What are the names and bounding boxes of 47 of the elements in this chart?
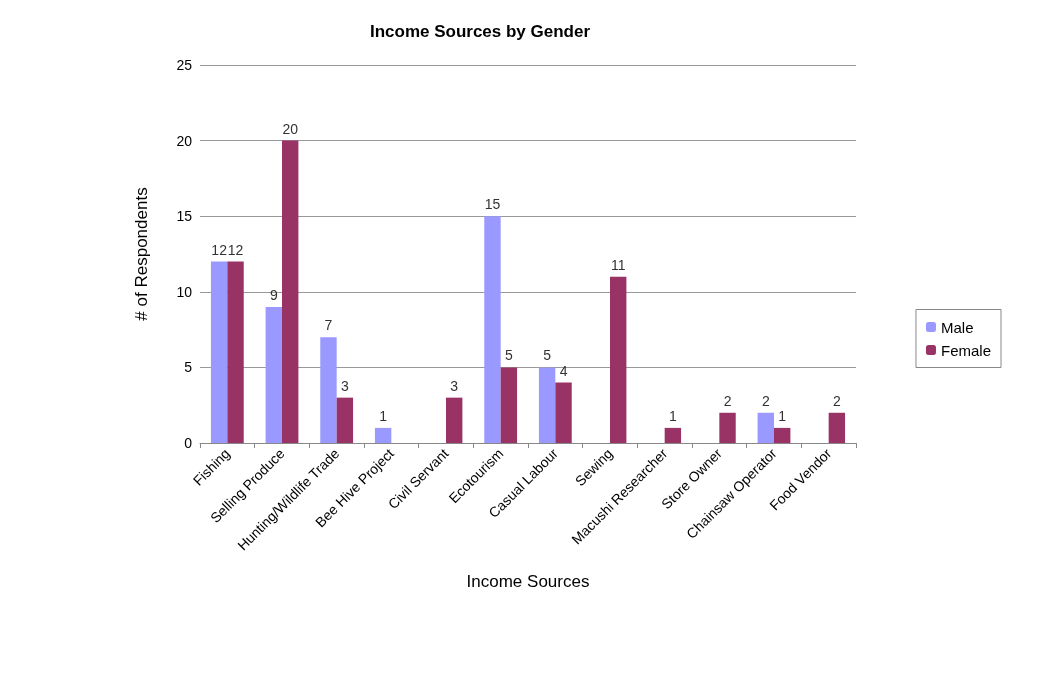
data-label: 4 bbox=[559, 362, 568, 379]
data-label: 1 bbox=[379, 407, 388, 424]
data-label: 7 bbox=[324, 317, 333, 334]
bar bbox=[664, 427, 682, 443]
chart-title: Income Sources by Gender bbox=[369, 22, 591, 41]
y-tick-label: 25 bbox=[176, 57, 193, 73]
bar bbox=[610, 276, 627, 443]
bar bbox=[500, 367, 518, 443]
bar bbox=[484, 216, 501, 443]
data-label: 1 bbox=[668, 407, 677, 424]
y-tick-label: 5 bbox=[184, 359, 193, 376]
bar bbox=[538, 367, 556, 443]
y-tick-label: 10 bbox=[176, 283, 193, 300]
data-label: 2 bbox=[723, 392, 732, 409]
legend-label: Male bbox=[940, 318, 974, 336]
bar bbox=[774, 427, 791, 443]
y-tick-label: 15 bbox=[176, 208, 193, 225]
data-label: 20 bbox=[282, 120, 299, 137]
bar bbox=[282, 140, 299, 443]
bar bbox=[336, 397, 354, 443]
data-label: 2 bbox=[832, 392, 841, 409]
bar bbox=[210, 261, 228, 443]
bar bbox=[320, 337, 337, 443]
bar bbox=[555, 382, 572, 443]
bar bbox=[828, 412, 846, 443]
y-tick-label: 20 bbox=[176, 132, 193, 149]
data-label: 12 bbox=[227, 241, 244, 258]
legend-label: Female bbox=[940, 341, 992, 359]
data-label: 1 bbox=[778, 407, 787, 424]
data-label: 3 bbox=[340, 377, 349, 394]
bar bbox=[719, 412, 736, 443]
data-label: 9 bbox=[269, 286, 278, 303]
data-label: 3 bbox=[450, 377, 459, 394]
bar bbox=[374, 427, 392, 443]
bar bbox=[227, 261, 244, 443]
bar bbox=[446, 397, 463, 443]
bar bbox=[265, 306, 282, 443]
data-label: 15 bbox=[484, 196, 501, 213]
y-tick-label: 0 bbox=[184, 435, 193, 451]
data-label: 5 bbox=[543, 347, 552, 364]
data-label: 5 bbox=[504, 347, 513, 364]
y-axis-title: # of Respondents bbox=[132, 187, 151, 321]
data-label: 2 bbox=[761, 392, 770, 409]
data-label: 12 bbox=[211, 241, 228, 258]
x-axis-title: Income Sources bbox=[466, 572, 590, 591]
data-label: 11 bbox=[610, 256, 626, 273]
bar bbox=[757, 412, 774, 443]
